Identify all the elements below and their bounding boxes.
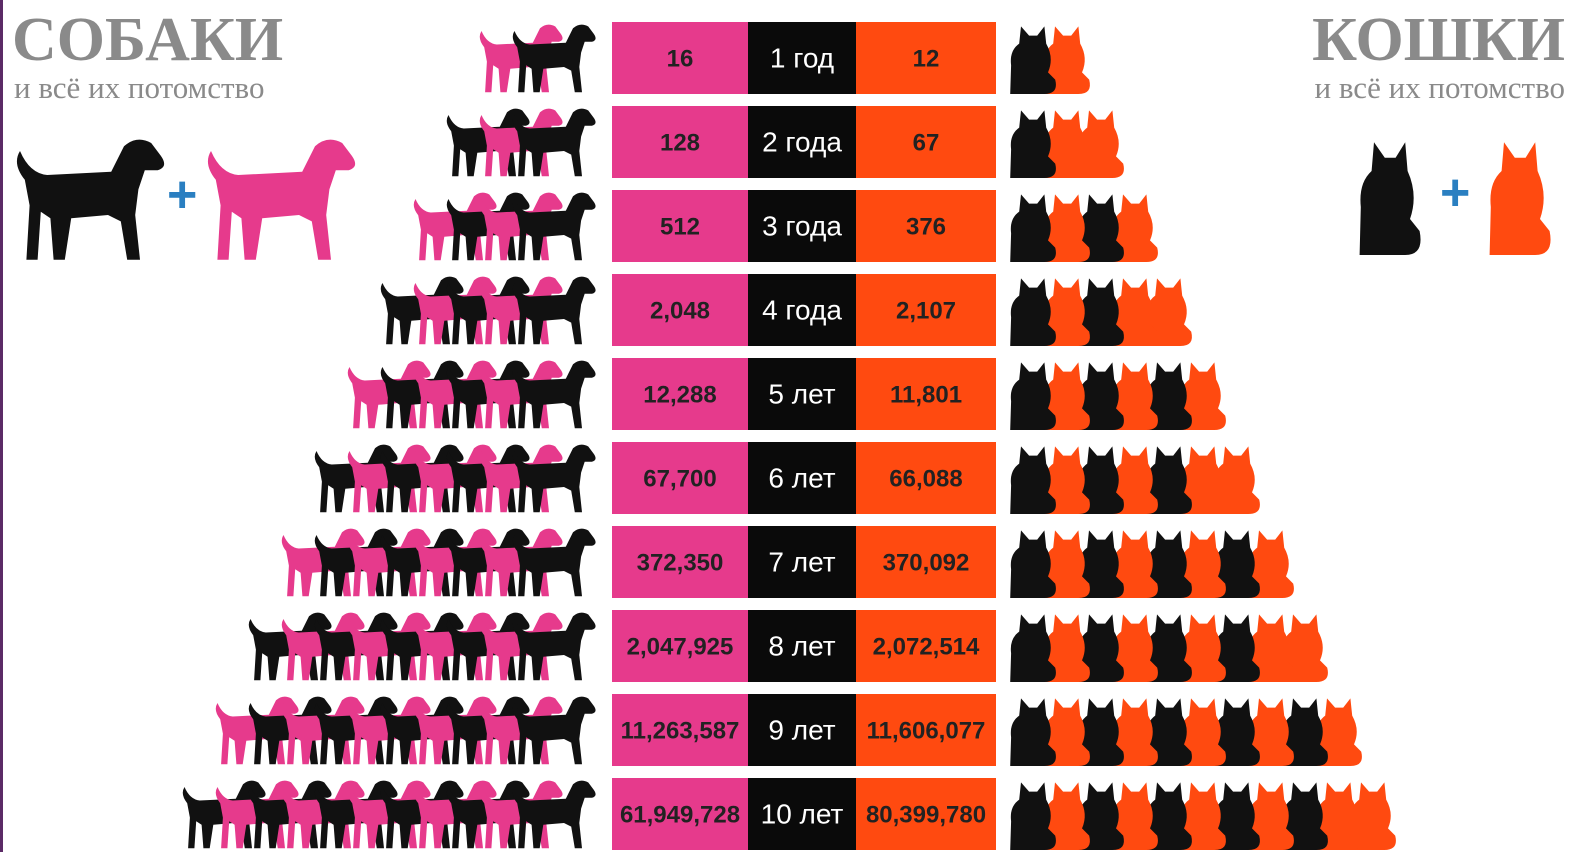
cat-icon (1010, 782, 1056, 850)
period: 4 года (762, 294, 842, 325)
period: 3 года (762, 210, 842, 241)
cats-value: 370,092 (883, 549, 970, 576)
dogs-subtitle: и всё их потомство (14, 70, 264, 105)
cats-subtitle: и всё их потомство (1315, 70, 1565, 105)
dogs-value: 67,700 (643, 465, 716, 492)
cat-icon (1010, 698, 1056, 766)
period: 9 лет (768, 714, 835, 745)
cats-value: 2,072,514 (873, 633, 980, 660)
cat-icon (1490, 142, 1551, 255)
rows: 16 1 год 12 128 2 года 67 512 3 года 376 2,048 4 г… (183, 22, 1396, 850)
period: 1 год (770, 42, 834, 73)
dogs-value: 2,048 (650, 297, 710, 324)
cats-value: 12 (913, 45, 940, 72)
cat-icon (1010, 26, 1056, 94)
cat-icon (1010, 362, 1056, 430)
cats-value: 11,801 (890, 381, 962, 408)
cats-title: КОШКИ (1312, 6, 1565, 74)
cat-icon (1010, 110, 1056, 178)
cat-icon (1010, 614, 1056, 682)
cat-icon (1010, 194, 1056, 262)
cats-value: 80,399,780 (866, 801, 986, 828)
dogs-value: 512 (660, 213, 700, 240)
cats-value: 2,107 (896, 297, 956, 324)
dogs-value: 12,288 (643, 381, 716, 408)
period: 10 лет (761, 798, 844, 829)
period: 5 лет (768, 378, 835, 409)
dogs-value: 2,047,925 (627, 633, 734, 660)
cats-value: 376 (906, 213, 946, 240)
cat-icon (1010, 530, 1056, 598)
cat-icon (1010, 446, 1056, 514)
cats-value: 11,606,077 (867, 717, 986, 744)
cats-value: 66,088 (889, 465, 962, 492)
dogs-title: СОБАКИ (12, 6, 283, 74)
cat-icon (1010, 278, 1056, 346)
dogs-value: 11,263,587 (621, 717, 740, 744)
plus: + (1440, 164, 1470, 222)
period: 2 года (762, 126, 842, 157)
cats-value: 67 (913, 129, 940, 156)
infographic: СОБАКИ и всё их потомство КОШКИ и всё их… (0, 0, 1580, 852)
cat-icon (1360, 142, 1421, 255)
period: 6 лет (768, 462, 835, 493)
dogs-value: 16 (667, 45, 694, 72)
dog-icon (17, 140, 164, 260)
dogs-value: 128 (660, 129, 700, 156)
dogs-value: 61,949,728 (620, 801, 740, 828)
period: 8 лет (768, 630, 835, 661)
dog-icon (208, 140, 355, 260)
period: 7 лет (768, 546, 835, 577)
dogs-value: 372,350 (637, 549, 724, 576)
edge (0, 0, 3, 852)
plus: + (167, 166, 197, 224)
